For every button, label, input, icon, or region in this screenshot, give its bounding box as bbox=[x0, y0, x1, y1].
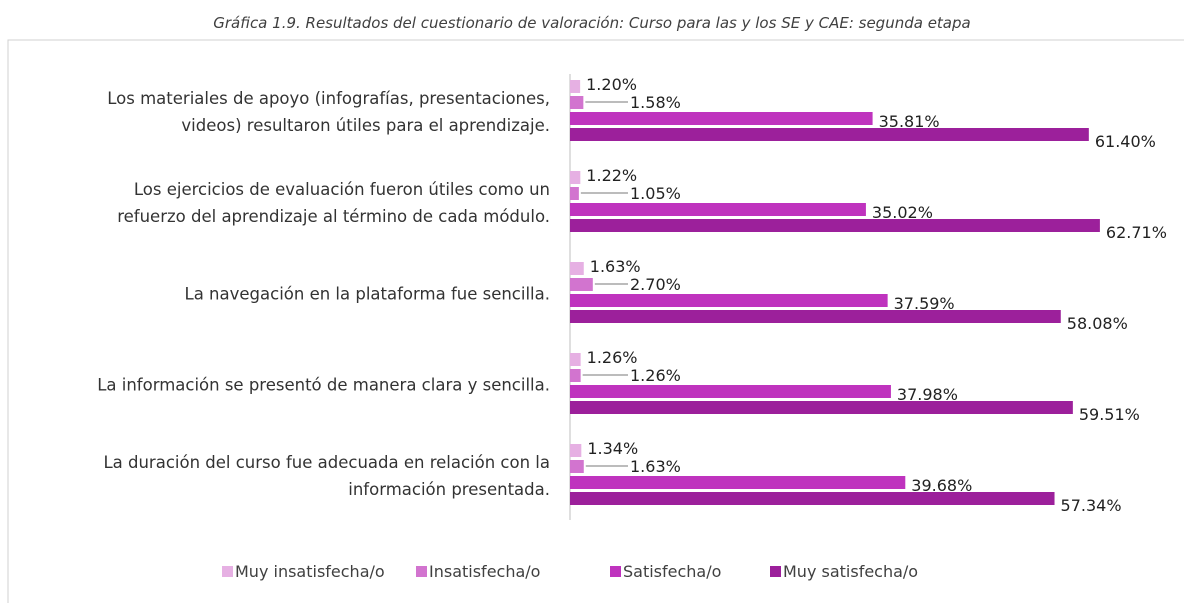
legend-label: Muy satisfecha/o bbox=[783, 562, 918, 581]
legend-label: Satisfecha/o bbox=[623, 562, 721, 581]
bar bbox=[570, 96, 584, 109]
data-label: 1.26% bbox=[630, 366, 681, 385]
data-label: 39.68% bbox=[911, 476, 972, 495]
data-label: 37.98% bbox=[897, 385, 958, 404]
bar bbox=[570, 128, 1089, 141]
bar bbox=[570, 492, 1055, 505]
legend-swatch bbox=[610, 566, 621, 577]
category-label: La información se presentó de manera cla… bbox=[97, 375, 550, 395]
bar bbox=[570, 444, 582, 457]
bar bbox=[570, 460, 584, 473]
data-label: 2.70% bbox=[630, 275, 681, 294]
legend-swatch bbox=[416, 566, 427, 577]
bar bbox=[570, 385, 891, 398]
category-label: Los materiales de apoyo (infografías, pr… bbox=[107, 89, 550, 135]
data-label: 57.34% bbox=[1061, 496, 1122, 515]
bar bbox=[570, 187, 579, 200]
legend-swatch bbox=[770, 566, 781, 577]
bar bbox=[570, 401, 1073, 414]
bar bbox=[570, 80, 581, 93]
data-label: 62.71% bbox=[1106, 223, 1167, 242]
chart-title: Gráfica 1.9. Resultados del cuestionario… bbox=[213, 14, 970, 32]
data-label: 1.20% bbox=[586, 75, 637, 94]
bar bbox=[570, 203, 866, 216]
category-label: La duración del curso fue adecuada en re… bbox=[103, 453, 550, 499]
data-label: 59.51% bbox=[1079, 405, 1140, 424]
data-label: 61.40% bbox=[1095, 132, 1156, 151]
data-label: 1.22% bbox=[586, 166, 637, 185]
category-label: Los ejercicios de evaluación fueron útil… bbox=[117, 180, 550, 226]
data-label: 58.08% bbox=[1067, 314, 1128, 333]
bar bbox=[570, 369, 581, 382]
legend-swatch bbox=[222, 566, 233, 577]
bar bbox=[570, 262, 584, 275]
chart-border bbox=[7, 39, 1184, 603]
data-label: 1.63% bbox=[630, 457, 681, 476]
category-label: La navegación en la plataforma fue senci… bbox=[184, 284, 551, 304]
data-label: 35.02% bbox=[872, 203, 933, 222]
bar bbox=[570, 171, 581, 184]
bar bbox=[570, 353, 581, 366]
bar bbox=[570, 219, 1100, 232]
bar bbox=[570, 278, 593, 291]
data-label: 1.63% bbox=[590, 257, 641, 276]
bar bbox=[570, 476, 906, 489]
data-label: 1.05% bbox=[630, 184, 681, 203]
legend-label: Insatisfecha/o bbox=[429, 562, 540, 581]
data-label: 37.59% bbox=[894, 294, 955, 313]
data-label: 35.81% bbox=[879, 112, 940, 131]
legend-label: Muy insatisfecha/o bbox=[235, 562, 385, 581]
data-label: 1.58% bbox=[630, 93, 681, 112]
bar bbox=[570, 310, 1061, 323]
data-label: 1.34% bbox=[587, 439, 638, 458]
bar bbox=[570, 294, 888, 307]
data-label: 1.26% bbox=[587, 348, 638, 367]
bar bbox=[570, 112, 873, 125]
